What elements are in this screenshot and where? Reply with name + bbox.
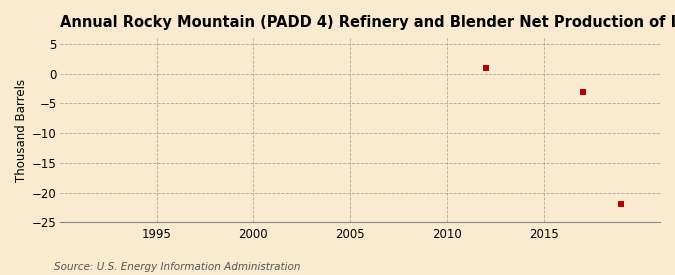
Text: Annual Rocky Mountain (PADD 4) Refinery and Blender Net Production of Isobutylen: Annual Rocky Mountain (PADD 4) Refinery …	[59, 15, 675, 30]
Text: Source: U.S. Energy Information Administration: Source: U.S. Energy Information Administ…	[54, 262, 300, 272]
Point	[577, 89, 588, 94]
Y-axis label: Thousand Barrels: Thousand Barrels	[15, 79, 28, 182]
Point	[616, 202, 626, 207]
Point	[481, 66, 491, 70]
